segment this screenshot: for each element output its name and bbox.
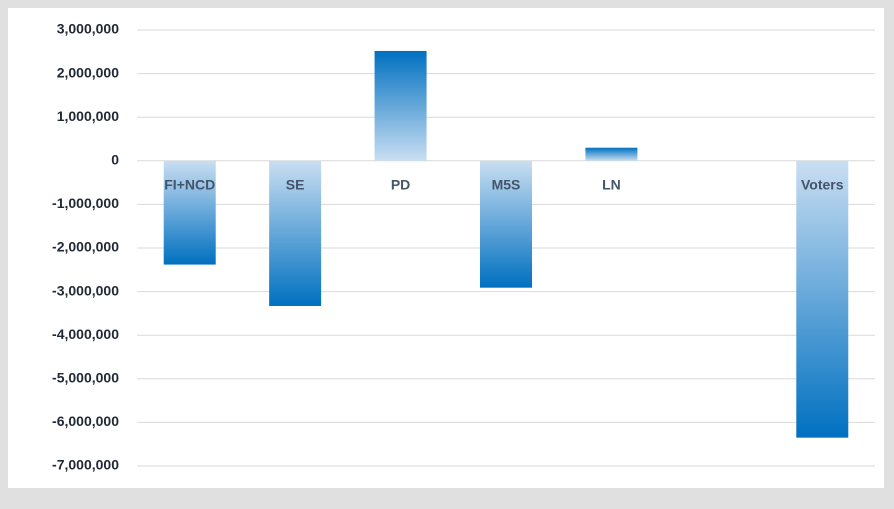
- bar: [796, 160, 849, 438]
- y-tick-label: -1,000,000: [52, 195, 119, 211]
- y-tick-label: -6,000,000: [52, 413, 119, 429]
- y-tick-label: -4,000,000: [52, 326, 119, 342]
- bar: [585, 147, 638, 161]
- y-tick-label: -3,000,000: [52, 282, 119, 298]
- y-tick-label: 0: [111, 152, 119, 168]
- y-tick-label: -5,000,000: [52, 370, 119, 386]
- y-tick-label: 2,000,000: [57, 64, 119, 80]
- y-tick-label: -2,000,000: [52, 239, 119, 255]
- bar: [163, 160, 216, 265]
- bar: [269, 160, 322, 306]
- y-tick-label: 3,000,000: [57, 21, 119, 37]
- x-tick-label: FI+NCD: [164, 177, 215, 193]
- y-tick-label: -7,000,000: [52, 457, 119, 473]
- x-tick-label: Voters: [801, 177, 844, 193]
- x-tick-label: M5S: [492, 177, 521, 193]
- x-tick-label: LN: [602, 177, 621, 193]
- x-tick-label: PD: [391, 177, 410, 193]
- y-tick-label: 1,000,000: [57, 108, 119, 124]
- x-tick-label: SE: [286, 177, 305, 193]
- bar: [374, 50, 427, 161]
- bar: [480, 160, 532, 288]
